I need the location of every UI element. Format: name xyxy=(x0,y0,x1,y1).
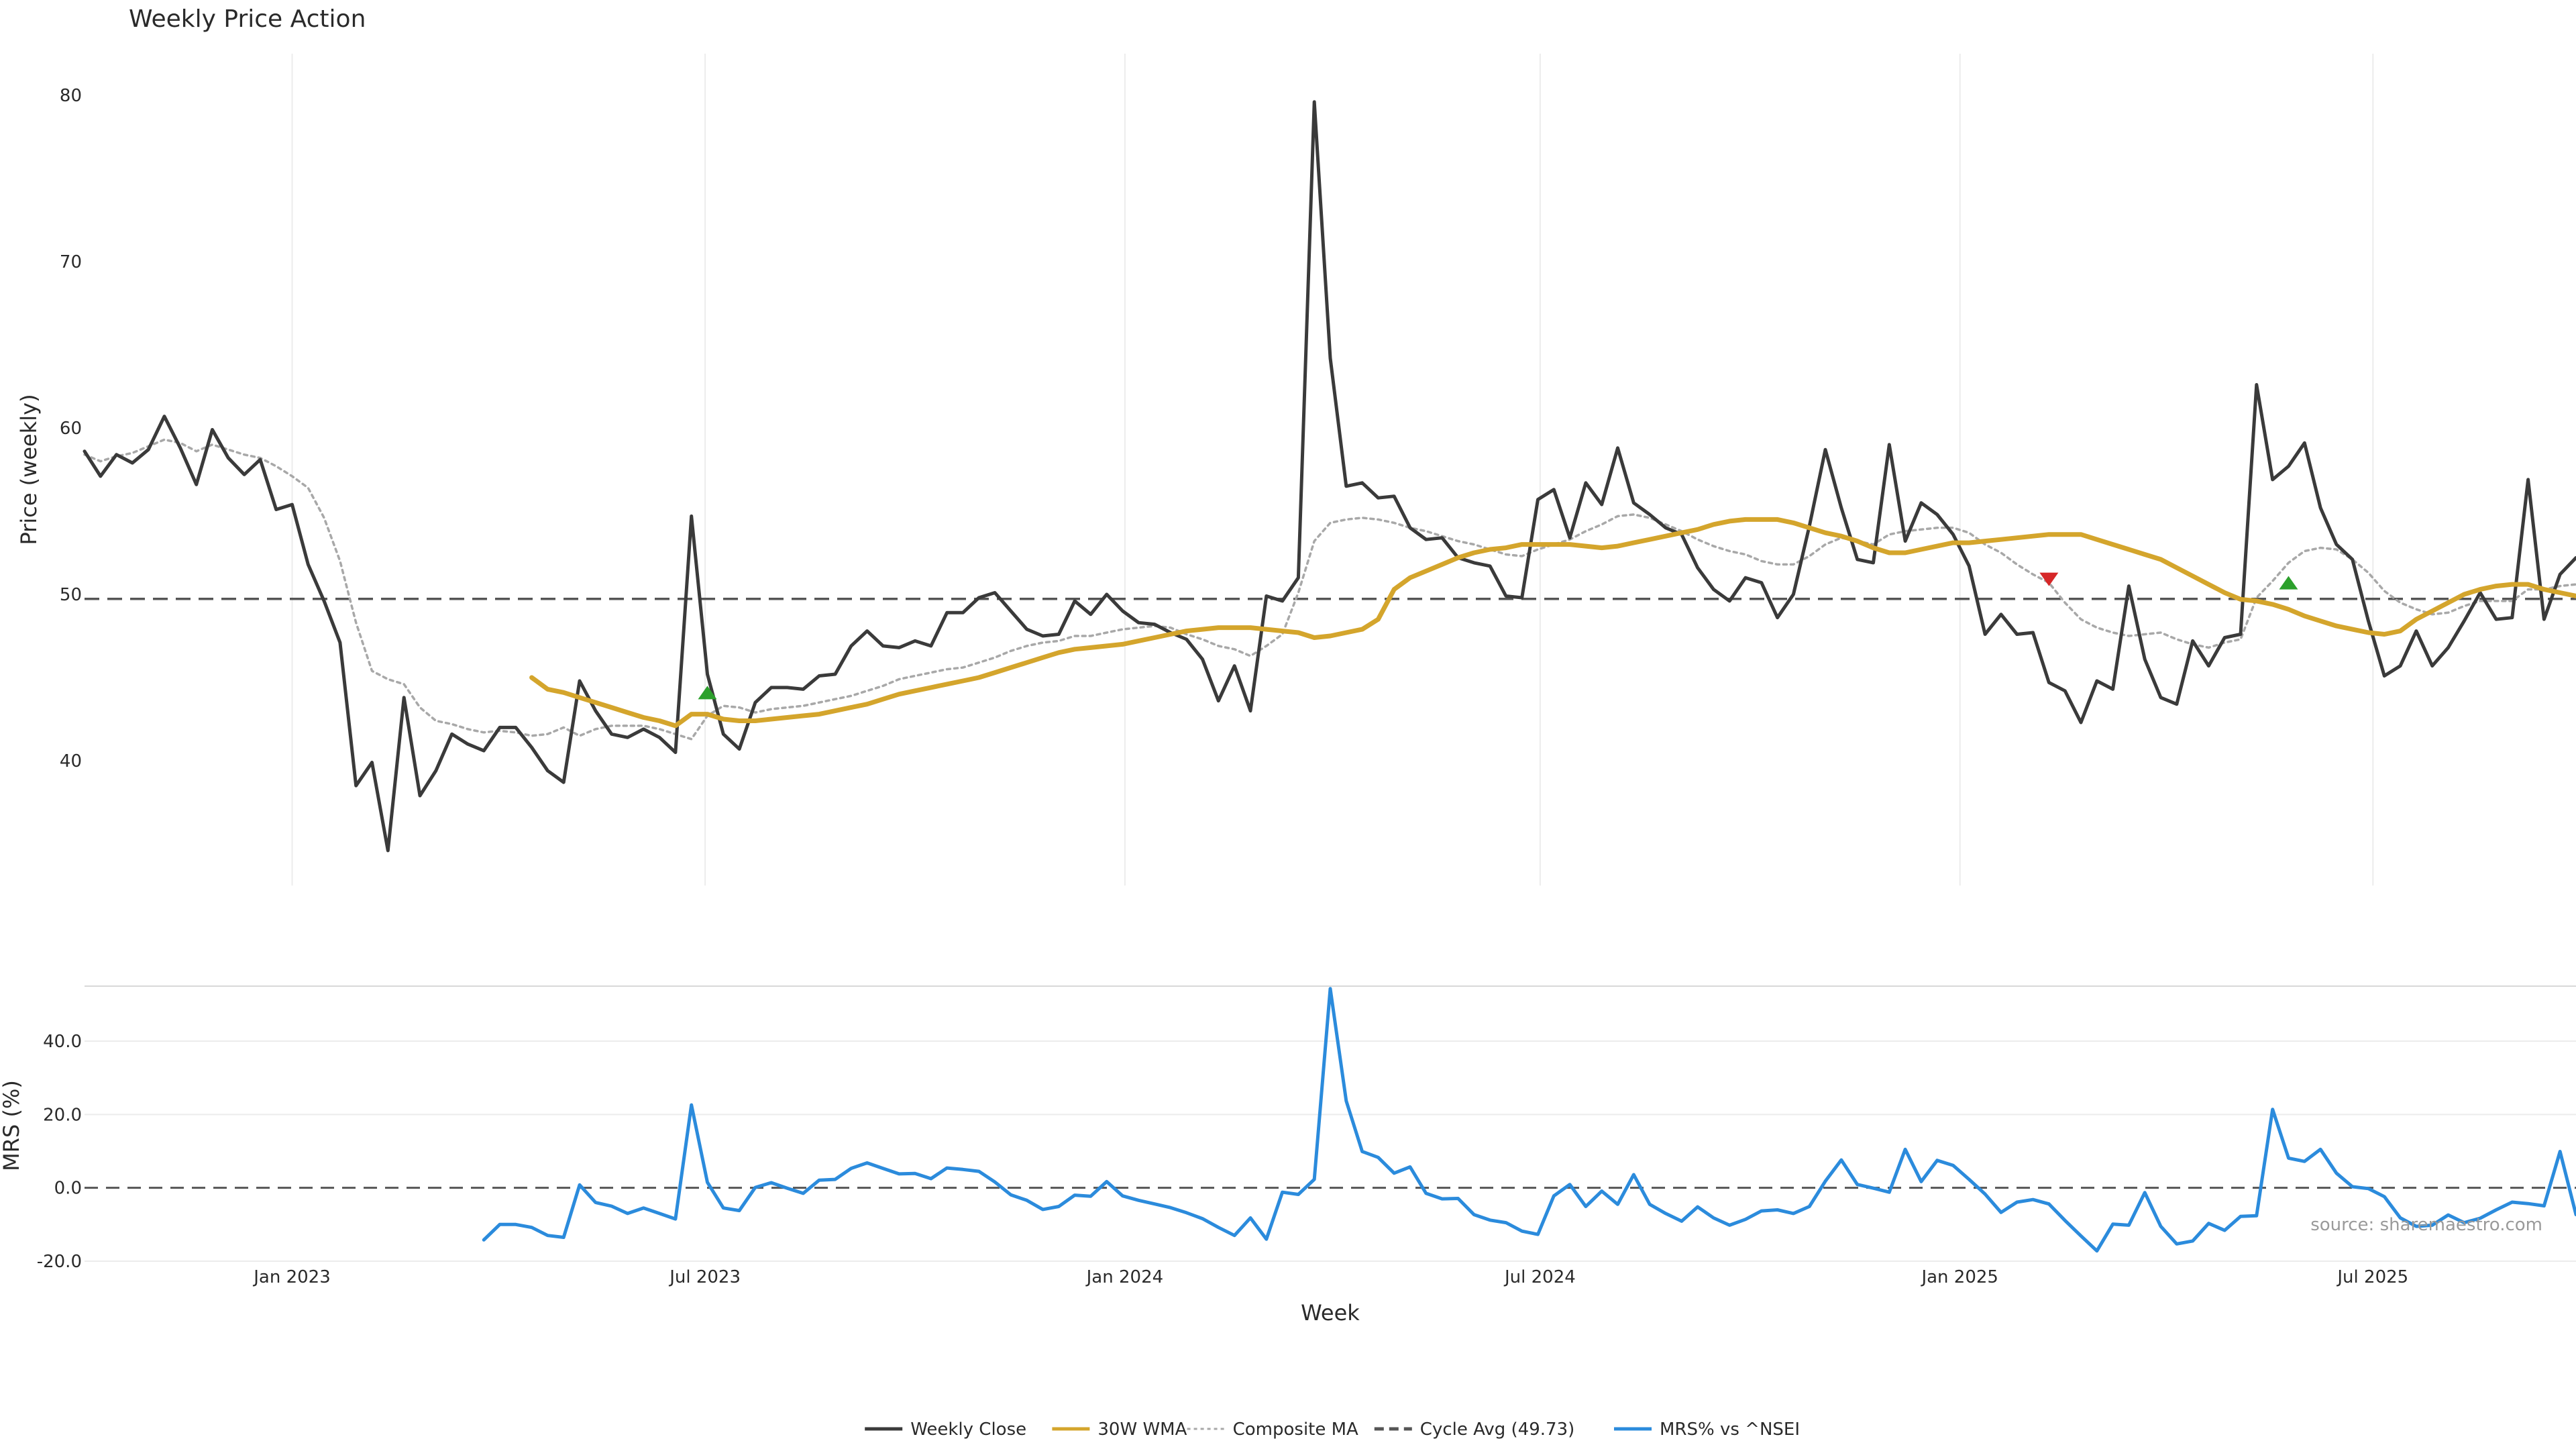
x-ticks: Jan 2023 Jul 2023 Jan 2024 Jul 2024 Jan 2025… xyxy=(252,1267,2408,1287)
price-y-tick-label: 40 xyxy=(60,751,82,771)
legend-item: Composite MA xyxy=(1187,1419,1358,1440)
legend-label: MRS% vs ^NSEI xyxy=(1660,1419,1800,1440)
mrs-y-tick-label: 20.0 xyxy=(43,1105,82,1125)
legend-item: Weekly Close xyxy=(865,1419,1026,1440)
legend-item: 30W WMA xyxy=(1052,1419,1187,1440)
mrs-y-tick-label: 40.0 xyxy=(43,1032,82,1052)
price-panel: Weekly Price Action 40 50 60 70 80 Price (we… xyxy=(16,5,2576,885)
sell-signal-marker xyxy=(2039,572,2059,586)
chart-title: Weekly Price Action xyxy=(129,5,366,33)
price-y-ticks: 40 50 60 70 80 xyxy=(60,86,82,771)
price-y-tick-label: 70 xyxy=(60,252,82,272)
x-tick-label: Jan 2023 xyxy=(252,1267,331,1287)
legend-item: MRS% vs ^NSEI xyxy=(1614,1419,1800,1440)
mrs-gridlines xyxy=(85,1040,2576,1262)
price-y-tick-label: 80 xyxy=(60,86,82,106)
mrs-panel: 40.0 20.0 0.0 -20.0 MRS (%) source: sharema… xyxy=(0,985,2576,1272)
mrs-series-group xyxy=(482,987,2576,1253)
legend-label: Weekly Close xyxy=(910,1419,1026,1440)
price-y-tick-label: 60 xyxy=(60,419,82,439)
x-tick-label: Jan 2025 xyxy=(1920,1267,1998,1287)
x-tick-label: Jul 2025 xyxy=(2336,1267,2408,1287)
mrs-line xyxy=(482,987,2576,1253)
legend-label: 30W WMA xyxy=(1097,1419,1187,1440)
legend-item: Cycle Avg (49.73) xyxy=(1374,1419,1574,1440)
legend-label: Cycle Avg (49.73) xyxy=(1420,1419,1574,1440)
legend-label: Composite MA xyxy=(1233,1419,1358,1440)
weekly-close-line xyxy=(83,100,2576,853)
mrs-y-tick-label: -20.0 xyxy=(37,1252,82,1272)
x-tick-label: Jul 2023 xyxy=(668,1267,741,1287)
source-label: source: sharemaestro.com xyxy=(2310,1215,2542,1235)
buy-signal-marker xyxy=(2279,576,2298,590)
x-tick-label: Jul 2024 xyxy=(1503,1267,1576,1287)
x-axis-label: Week xyxy=(1301,1300,1360,1326)
signal-markers xyxy=(698,572,2298,700)
buy-signal-marker xyxy=(698,686,717,700)
price-y-axis-label: Price (weekly) xyxy=(16,394,42,545)
x-tick-label: Jan 2024 xyxy=(1085,1267,1164,1287)
mrs-y-tick-label: 0.0 xyxy=(54,1179,82,1199)
mrs-y-ticks: 40.0 20.0 0.0 -20.0 xyxy=(37,1032,82,1272)
price-y-tick-label: 50 xyxy=(60,585,82,605)
wma-line xyxy=(529,517,2576,729)
price-gridlines xyxy=(291,54,2374,885)
price-series-group xyxy=(83,100,2576,853)
mrs-y-axis-label: MRS (%) xyxy=(0,1080,24,1171)
composite-ma-line xyxy=(83,438,2576,741)
legend: Weekly Close 30W WMA Composite MA Cycle Avg… xyxy=(865,1419,1800,1440)
